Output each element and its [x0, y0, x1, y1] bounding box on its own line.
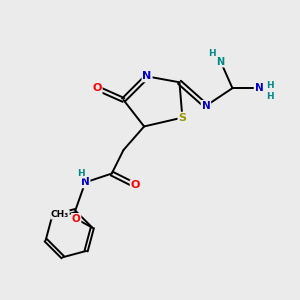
- Text: O: O: [130, 180, 140, 190]
- Text: O: O: [92, 83, 102, 93]
- Text: N: N: [142, 71, 152, 81]
- Text: H: H: [266, 92, 274, 101]
- Text: H: H: [77, 169, 85, 178]
- Text: H: H: [266, 81, 274, 90]
- Text: N: N: [81, 177, 90, 188]
- Text: H: H: [208, 49, 216, 58]
- Text: S: S: [178, 112, 186, 123]
- Text: CH₃: CH₃: [51, 210, 69, 219]
- Text: N: N: [255, 83, 263, 93]
- Text: N: N: [202, 101, 210, 111]
- Text: O: O: [72, 214, 80, 224]
- Text: N: N: [217, 57, 225, 67]
